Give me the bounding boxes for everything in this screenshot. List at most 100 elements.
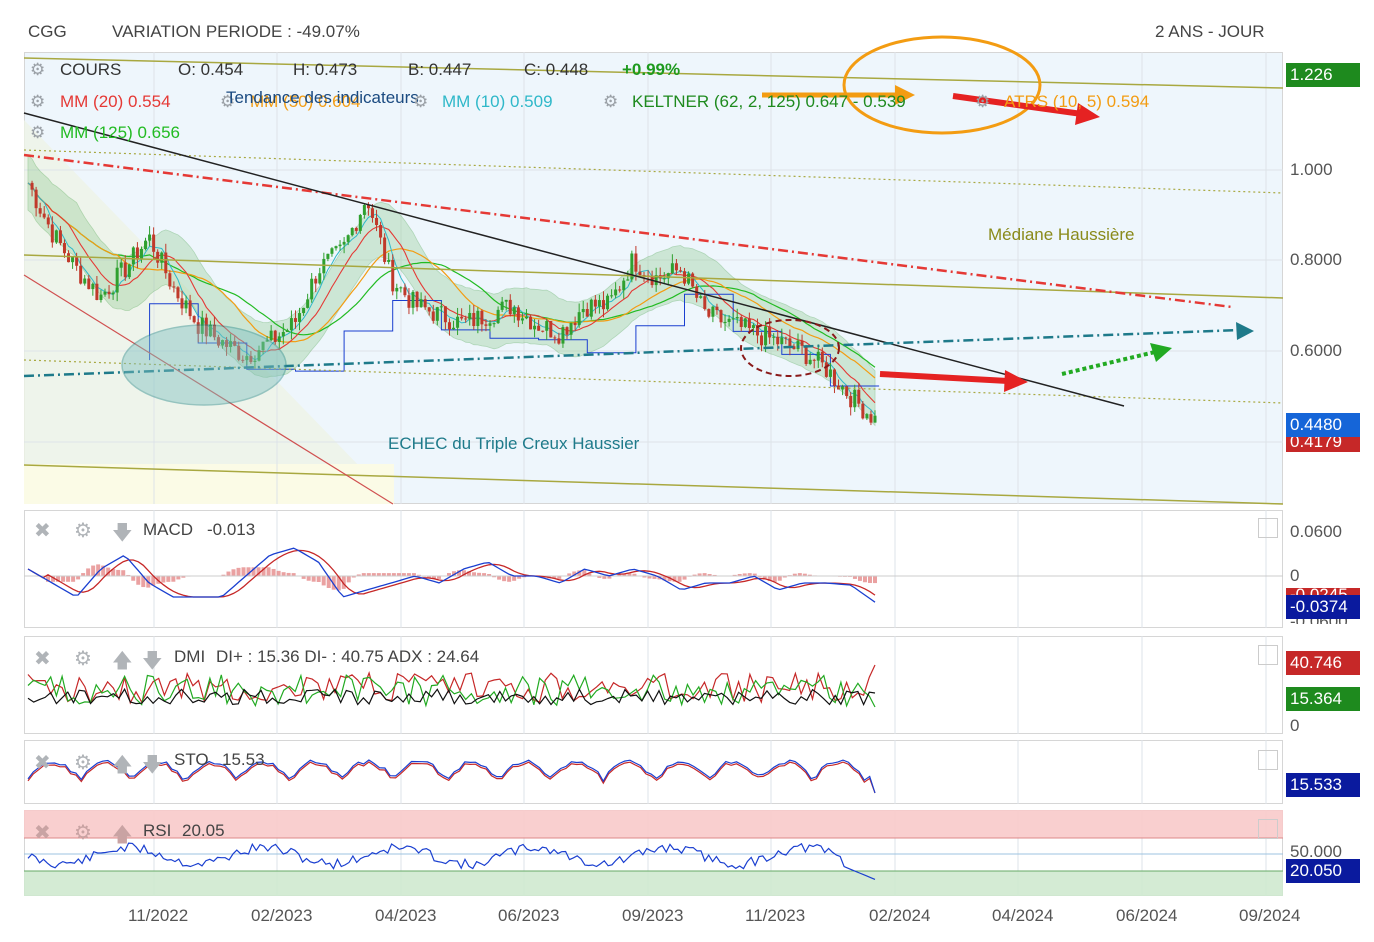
candle-body bbox=[569, 322, 573, 335]
macd-histogram-bar bbox=[512, 576, 517, 581]
resistance-line bbox=[23, 153, 1233, 309]
macd-histogram-bar bbox=[276, 570, 281, 576]
x-tick: 09/2023 bbox=[622, 906, 684, 925]
macd-histogram-bar bbox=[411, 573, 416, 576]
candle-body bbox=[711, 306, 715, 317]
arrow-down-icon[interactable]: 🡇 bbox=[142, 650, 163, 672]
macd-histogram-bar bbox=[857, 576, 862, 581]
arrow-up-icon[interactable]: 🡅 bbox=[112, 824, 133, 846]
macd-histogram-bar bbox=[61, 576, 66, 582]
candle-body bbox=[662, 278, 666, 280]
mm20-label: MM (20) 0.554 bbox=[60, 92, 171, 111]
macd-histogram-bar bbox=[677, 576, 682, 582]
gear-icon[interactable]: ⚙ bbox=[74, 648, 92, 670]
arrow-down-icon[interactable]: 🡇 bbox=[142, 754, 163, 776]
arrow-down-icon[interactable]: 🡇 bbox=[112, 522, 133, 544]
candle-body bbox=[764, 326, 768, 346]
gear-icon[interactable]: ⚙ bbox=[30, 60, 46, 79]
close-icon[interactable]: ✖ bbox=[34, 752, 51, 774]
candle-body bbox=[123, 262, 127, 278]
macd-histogram-bar bbox=[151, 576, 156, 586]
gear-icon[interactable]: ⚙ bbox=[74, 822, 92, 844]
maximize-icon[interactable] bbox=[1258, 645, 1278, 665]
candle-body bbox=[310, 278, 314, 300]
candle-body bbox=[715, 306, 719, 311]
candle-body bbox=[30, 182, 34, 190]
macd-histogram-bar bbox=[647, 576, 652, 579]
candle-body bbox=[776, 336, 780, 345]
candle-body bbox=[204, 317, 208, 337]
candle-body bbox=[184, 300, 188, 309]
macd-histogram-bar bbox=[351, 576, 356, 578]
macd-histogram-bar bbox=[76, 576, 81, 580]
candle-body bbox=[699, 296, 703, 298]
candle-body bbox=[691, 273, 695, 287]
candle-body bbox=[50, 224, 54, 243]
maximize-icon[interactable] bbox=[1258, 819, 1278, 839]
gear-icon[interactable]: ⚙ bbox=[603, 92, 619, 111]
candle-body bbox=[241, 359, 245, 361]
candle-body bbox=[496, 309, 500, 324]
macd-histogram-bar bbox=[116, 569, 121, 576]
candle-body bbox=[139, 248, 143, 260]
candle-body bbox=[281, 331, 285, 337]
macd-histogram-bar bbox=[366, 573, 371, 576]
candle-body bbox=[452, 327, 456, 330]
red-arrow bbox=[952, 93, 1083, 117]
candle-body bbox=[828, 369, 832, 377]
candle-body bbox=[853, 389, 857, 408]
macd-histogram-bar bbox=[692, 574, 697, 576]
high-value: H: 0.473 bbox=[293, 60, 358, 79]
macd-histogram-bar bbox=[862, 576, 867, 583]
candle-body bbox=[156, 251, 160, 263]
macd-histogram-bar bbox=[221, 574, 226, 576]
gear-icon[interactable]: ⚙ bbox=[220, 92, 236, 111]
arrow-up-icon[interactable]: 🡅 bbox=[112, 650, 133, 672]
macd-histogram-bar bbox=[642, 576, 647, 578]
maximize-icon[interactable] bbox=[1258, 750, 1278, 770]
gear-icon[interactable]: ⚙ bbox=[413, 92, 429, 111]
gear-icon[interactable]: ⚙ bbox=[30, 123, 46, 142]
arrow-up-icon[interactable]: 🡅 bbox=[112, 754, 133, 776]
candle-body bbox=[589, 299, 593, 317]
period-label[interactable]: 2 ANS - JOUR bbox=[1155, 22, 1265, 41]
macd-histogram-bar bbox=[416, 574, 421, 576]
macd-histogram-bar bbox=[336, 576, 341, 591]
red-arrow bbox=[879, 371, 1009, 384]
candle-body bbox=[399, 287, 403, 289]
upper-channel-line bbox=[23, 57, 1284, 89]
gear-icon[interactable]: ⚙ bbox=[975, 92, 991, 111]
macd-histogram-bar bbox=[702, 573, 707, 576]
candle-body bbox=[67, 253, 71, 263]
dmi-minus-tag: 40.746 bbox=[1286, 651, 1360, 675]
candle-body bbox=[512, 307, 516, 315]
close-icon[interactable]: ✖ bbox=[34, 520, 51, 542]
candle-body bbox=[314, 278, 318, 284]
gear-icon[interactable]: ⚙ bbox=[74, 520, 92, 542]
candle-body bbox=[196, 322, 200, 334]
gear-icon[interactable]: ⚙ bbox=[30, 92, 46, 111]
gear-icon[interactable]: ⚙ bbox=[74, 752, 92, 774]
macd-histogram-bar bbox=[126, 574, 131, 576]
candle-body bbox=[808, 359, 812, 364]
macd-histogram-bar bbox=[737, 573, 742, 576]
mm50-line bbox=[27, 182, 876, 379]
close-icon[interactable]: ✖ bbox=[34, 648, 51, 670]
macd-histogram-bar bbox=[326, 576, 331, 588]
candle-body bbox=[492, 323, 496, 325]
candle-body bbox=[289, 318, 293, 331]
candle-body bbox=[472, 312, 476, 327]
candle-body bbox=[731, 318, 735, 320]
macd-histogram-bar bbox=[371, 573, 376, 576]
candle-body bbox=[751, 325, 755, 328]
close-icon[interactable]: ✖ bbox=[34, 822, 51, 844]
candle-body bbox=[537, 325, 541, 331]
candle-body bbox=[354, 227, 358, 231]
macd-histogram-bar bbox=[873, 576, 877, 584]
candle-body bbox=[678, 270, 682, 272]
candle-body bbox=[435, 307, 439, 321]
maximize-icon[interactable] bbox=[1258, 518, 1278, 538]
candle-body bbox=[545, 321, 549, 331]
x-tick: 09/2024 bbox=[1239, 906, 1301, 925]
support-arrowhead bbox=[1236, 322, 1254, 340]
